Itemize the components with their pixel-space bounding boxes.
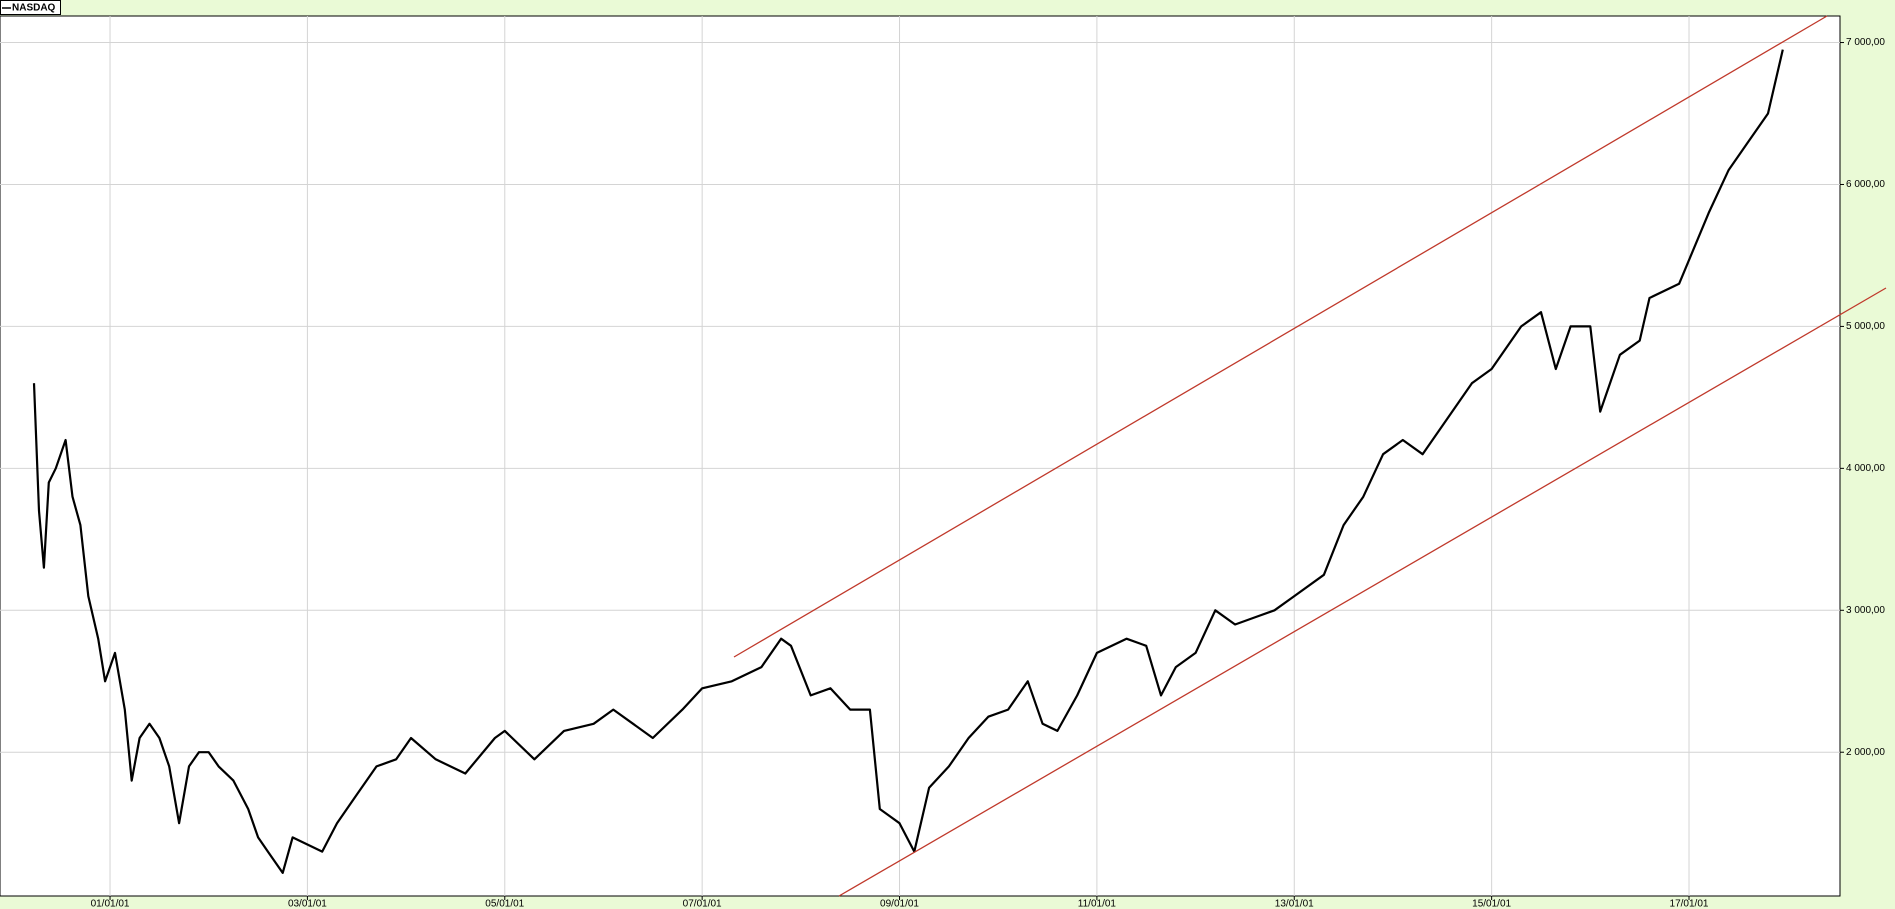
trend-line-lower [838,287,1887,897]
legend: NASDAQ [0,0,61,15]
plot-area [0,15,1841,897]
x-tick-label: 11/01/01 [1078,899,1117,909]
x-tick-label: 15/01/01 [1472,899,1511,909]
x-tick-label: 01/01/01 [91,899,130,909]
x-tick-label: 13/01/01 [1275,899,1314,909]
x-tick-label: 05/01/01 [485,899,524,909]
y-tick-label: 4 000,00 [1846,463,1885,474]
y-tick-label: 6 000,00 [1846,179,1885,190]
y-tick-label: 7 000,00 [1846,37,1885,48]
x-tick-label: 03/01/01 [288,899,327,909]
x-tick-label: 07/01/01 [683,899,722,909]
x-tick-label: 09/01/01 [880,899,919,909]
legend-label: NASDAQ [12,3,56,14]
x-tick-label: 17/01/01 [1670,899,1709,909]
y-tick-label: 5 000,00 [1846,321,1885,332]
y-tick-label: 3 000,00 [1846,605,1885,616]
y-tick-label: 2 000,00 [1846,747,1885,758]
trend-line-upper [733,15,1828,658]
legend-box [0,0,61,15]
price-line [32,49,1784,874]
